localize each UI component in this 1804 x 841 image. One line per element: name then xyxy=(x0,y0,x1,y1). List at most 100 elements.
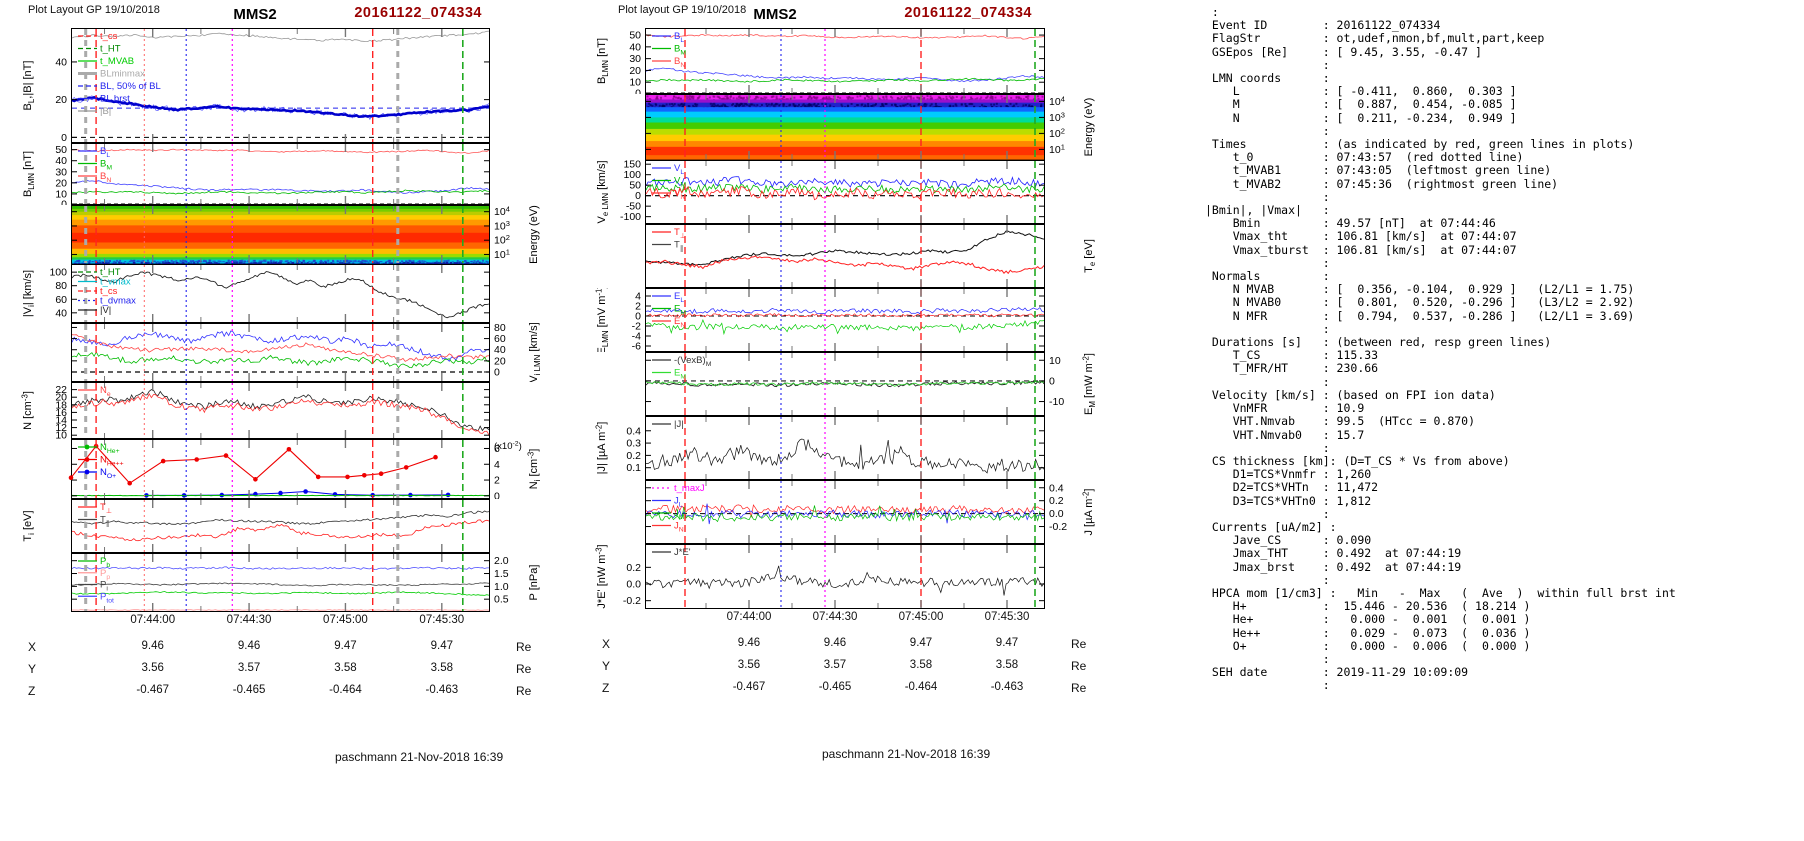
svg-text:BLminmax: BLminmax xyxy=(100,69,145,80)
svg-text:0: 0 xyxy=(494,490,500,499)
svg-text:Te [eV]: Te [eV] xyxy=(1083,239,1097,273)
position-row: Z -0.467 -0.465 -0.464 -0.463 Re xyxy=(0,684,560,706)
svg-text:104: 104 xyxy=(1049,94,1065,108)
position-value: 9.47 xyxy=(430,640,454,652)
svg-text:20: 20 xyxy=(629,65,641,77)
position-value: 9.46 xyxy=(823,637,847,649)
svg-text:t_HT: t_HT xyxy=(100,44,121,55)
svg-text:t_maxJ: t_maxJ xyxy=(674,483,705,494)
svg-text:NHe++: NHe++ xyxy=(100,455,124,468)
svg-text:BL brst: BL brst xyxy=(100,94,130,105)
svg-text:VM: VM xyxy=(674,176,686,189)
middle-plot-stack: 0 10 20 30 40 50 BLMN [nT] BL BM BN 104 103 102 101 En… xyxy=(560,28,1120,609)
position-axis-label: Y xyxy=(28,662,37,676)
position-value: -0.465 xyxy=(232,684,266,696)
svg-text:BL: BL xyxy=(674,31,684,44)
svg-text:T∥: T∥ xyxy=(674,240,683,253)
svg-text:102: 102 xyxy=(494,233,510,247)
svg-text:BN: BN xyxy=(100,171,111,184)
svg-text:VL: VL xyxy=(674,163,684,176)
position-value: 9.46 xyxy=(237,640,261,652)
signature: paschmann 21-Nov-2018 16:39 xyxy=(335,750,504,764)
position-row: Y 3.56 3.57 3.58 3.58 Re xyxy=(0,662,560,684)
svg-text:Ne: Ne xyxy=(100,385,111,398)
position-value: 3.58 xyxy=(909,659,933,671)
svg-text:Ni [cm-3]: Ni [cm-3] xyxy=(526,449,541,490)
left-column-header: Plot Layout GP 19/10/2018 MMS2 20161122_… xyxy=(0,0,560,28)
plot-panel-j-dot-e: 0.2 0.0 -0.2 J*E' [nW m-3] J*E' xyxy=(594,544,1045,609)
event-info-text: : Event ID : 20161122_074334 FlagStr : o… xyxy=(1205,5,1676,693)
svg-text:103: 103 xyxy=(494,219,510,233)
position-value: 9.46 xyxy=(141,640,164,652)
svg-text:-0.2: -0.2 xyxy=(623,595,641,607)
svg-text:150: 150 xyxy=(623,160,641,171)
svg-text:BM: BM xyxy=(100,159,112,172)
left-position-table: X 9.46 9.46 9.47 9.47 Re Y 3.56 3.57 3.58 3.58 Re Z -… xyxy=(0,640,560,706)
position-axis-label: Z xyxy=(28,684,36,698)
svg-text:JM: JM xyxy=(674,508,685,521)
position-value: 3.57 xyxy=(823,659,847,671)
position-row: Z -0.467 -0.465 -0.464 -0.463 Re xyxy=(560,681,1120,703)
svg-text:ELMN [mV m-1]: ELMN [mV m-1] xyxy=(594,288,609,352)
svg-text:0: 0 xyxy=(635,311,641,323)
svg-text:104: 104 xyxy=(494,205,510,218)
svg-text:30: 30 xyxy=(55,166,67,178)
middle-time-axis: 07:44:00 07:44:30 07:45:00 07:45:30 xyxy=(560,611,1120,629)
svg-text:10: 10 xyxy=(55,430,67,439)
svg-text:20: 20 xyxy=(55,94,67,106)
svg-text:10: 10 xyxy=(629,77,641,89)
svg-text:0.2: 0.2 xyxy=(1049,495,1064,507)
svg-text:50: 50 xyxy=(629,180,641,192)
position-value: -0.463 xyxy=(990,681,1024,693)
position-unit: Re xyxy=(516,662,532,676)
svg-text:t_HT: t_HT xyxy=(100,267,121,278)
svg-text:102: 102 xyxy=(1049,126,1065,140)
svg-text:|B|: |B| xyxy=(100,106,111,117)
svg-text:6: 6 xyxy=(494,443,500,455)
svg-text:30: 30 xyxy=(629,53,641,65)
plot-layout-label: Plot layout GP 19/10/2018 xyxy=(618,4,747,16)
svg-text:EN: EN xyxy=(674,316,685,329)
svg-text:0.5: 0.5 xyxy=(494,594,509,606)
svg-text:103: 103 xyxy=(1049,110,1065,124)
svg-text:101: 101 xyxy=(1049,142,1065,156)
svg-text:60: 60 xyxy=(494,333,506,345)
svg-text:Energy (eV): Energy (eV) xyxy=(528,205,540,264)
svg-text:BLMN [nT]: BLMN [nT] xyxy=(22,151,36,197)
svg-text:10: 10 xyxy=(55,188,67,200)
svg-text:-0.2: -0.2 xyxy=(1049,521,1067,533)
time-tick-label: 07:45:00 xyxy=(898,611,944,623)
plot-panel-j-mag: 0.10.20.30.4 |J| [µA m-2] |J| xyxy=(594,416,1045,480)
svg-text:|V|: |V| xyxy=(100,305,111,316)
position-value: 9.47 xyxy=(995,637,1019,649)
plot-panel-n-minor: 0 2 4 6 Ni [cm-3] (x10-2) NHe+NHe++NO+ xyxy=(68,439,542,499)
svg-text:0.3: 0.3 xyxy=(626,438,641,450)
svg-text:10: 10 xyxy=(1049,355,1061,367)
svg-text:Pi: Pi xyxy=(100,580,108,593)
left-time-axis: 07:44:00 07:44:30 07:45:00 07:45:30 xyxy=(0,614,560,632)
svg-text:-10: -10 xyxy=(1049,396,1064,408)
plot-panel-electron-spectrogram: 104 103 102 101 Energy (eV) xyxy=(645,94,1095,160)
svg-text:20: 20 xyxy=(55,392,67,404)
position-value: 3.57 xyxy=(237,662,261,674)
svg-text:0: 0 xyxy=(61,132,67,143)
position-unit: Re xyxy=(516,684,532,698)
position-unit: Re xyxy=(516,640,532,654)
svg-text:Vi LMN [km/s]: Vi LMN [km/s] xyxy=(528,323,542,382)
spacecraft-title: MMS2 xyxy=(233,6,277,23)
plot-panel-ti: Ti [eV] T⊥T∥ xyxy=(22,499,490,553)
svg-text:J [µA m-2]: J [µA m-2] xyxy=(1081,489,1095,536)
position-value: 3.58 xyxy=(430,662,454,674)
middle-plot-column: Plot layout GP 19/10/2018 MMS2 20161122_… xyxy=(560,0,1120,841)
svg-text:|J| [µA m-2]: |J| [µA m-2] xyxy=(594,422,608,475)
svg-text:0.0: 0.0 xyxy=(1049,508,1064,520)
svg-text:0.2: 0.2 xyxy=(626,450,641,462)
time-tick-label: 07:44:30 xyxy=(226,614,272,626)
svg-text:t_dvmax: t_dvmax xyxy=(100,296,136,307)
position-axis-label: X xyxy=(28,640,37,654)
